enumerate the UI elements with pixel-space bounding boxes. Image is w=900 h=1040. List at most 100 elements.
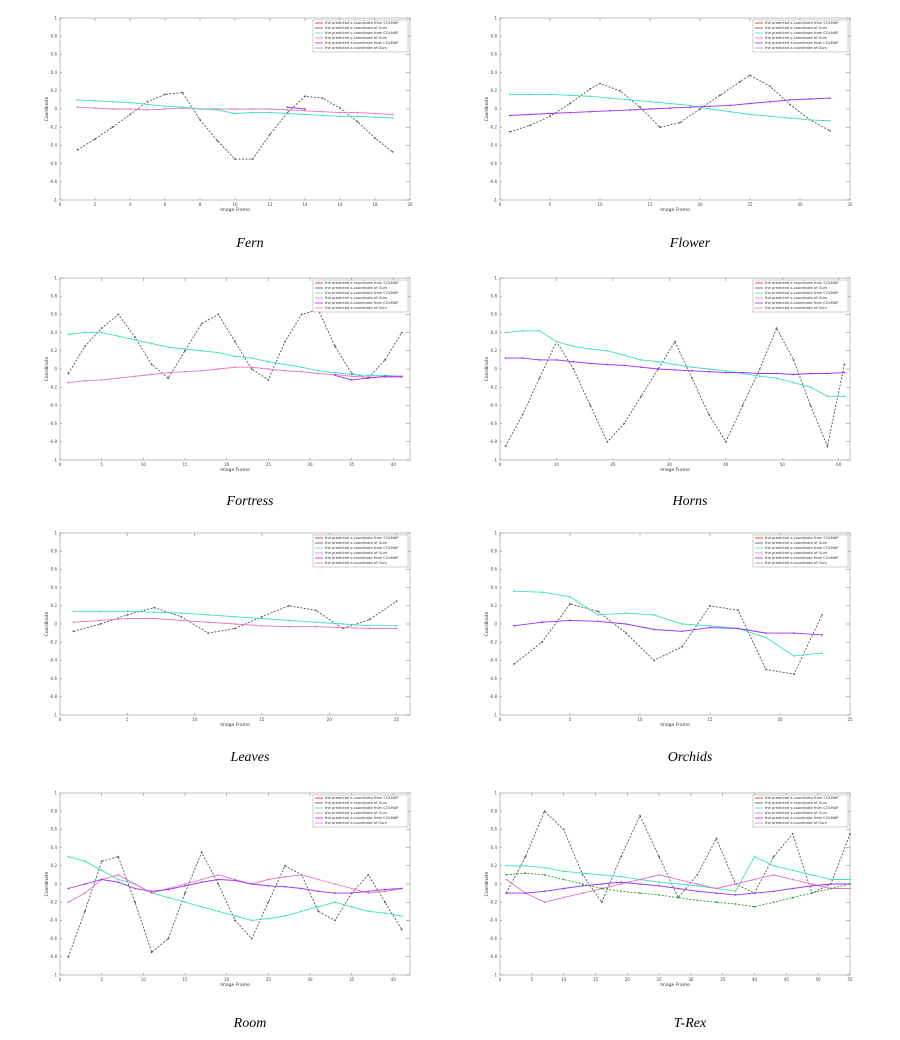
data-point [696,890,699,893]
legend-entry: the predicted x-coordinate of Ours [325,801,387,805]
data-point [549,112,551,115]
y-tick-label: -0.8 [489,954,497,959]
legend-entry: the predicted y-coordinate of Ours [765,36,827,40]
data-point [284,369,286,372]
x-tick-label: 0 [499,717,502,722]
data-point [304,113,306,116]
chart-caption: T-Rex [673,1016,707,1031]
data-point [581,872,584,874]
data-point [184,349,186,352]
y-tick-label: 0.8 [491,34,498,39]
data-point [150,890,153,893]
data-point [395,624,398,627]
data-point [524,855,527,858]
data-point [606,440,609,443]
y-tick-label: 0.4 [491,845,498,850]
data-point [589,404,592,407]
data-point [810,892,813,894]
data-point [134,336,136,339]
y-tick-label: -0.2 [489,385,497,390]
data-point [184,884,186,887]
data-point [769,85,771,88]
legend-entry: the predicted x-coordinate from COLMAP [765,536,839,540]
data-point [250,368,253,370]
data-point [287,619,290,622]
data-point [153,606,156,609]
data-point [699,108,701,110]
data-point [200,881,203,884]
series-line [506,872,851,908]
legend-entry: the predicted z-coordinate from COLMAP [325,301,399,305]
data-point [84,910,86,913]
y-tick-label: 1 [494,790,497,795]
y-tick-label: 1 [54,275,57,280]
x-axis-label: Image Frame [220,207,250,213]
legend-box [752,19,849,53]
x-tick-label: 0 [59,202,62,207]
y-tick-label: 0 [54,366,57,371]
data-point [653,628,655,631]
x-tick-label: 20 [697,202,703,207]
data-point [606,363,609,366]
data-point [146,109,149,111]
data-point [689,106,691,109]
chart-panel-flower: -1 -0.8 -0.6 -0.4 -0.2 0 0.2 0.4 0.6 0.8 1 0 5 10 15 20… [475,10,900,265]
data-point [356,111,359,114]
x-tick-label: 10 [232,202,238,207]
x-tick-label: 0 [59,717,62,722]
y-tick-label: -1 [53,712,57,717]
data-point [300,370,303,373]
data-point [269,111,271,114]
data-point [753,855,756,858]
series-line [506,856,850,892]
data-point [729,104,731,107]
x-tick-label: 30 [307,462,313,467]
data-point [849,833,851,835]
data-point [709,624,711,627]
data-point [538,329,541,332]
legend-entry: the predicted x-coordinate of Ours [325,286,387,290]
data-point [234,340,236,343]
data-point [321,110,324,113]
data-point [772,864,775,867]
data-point [216,109,219,111]
x-tick-label: 30 [307,977,313,982]
data-point [843,363,846,366]
data-point [217,368,220,370]
data-point [589,95,591,98]
data-point [384,888,386,891]
x-tick-label: 25 [266,977,272,982]
data-point [639,814,641,817]
y-tick-label: 1 [54,530,57,535]
y-tick-label: -0.4 [489,403,497,408]
data-point [549,93,551,96]
data-point [792,359,795,361]
data-point [658,874,660,876]
data-point [286,109,289,111]
data-point [789,103,791,106]
x-tick-label: 5 [569,717,572,722]
y-tick-label: -1 [493,712,497,717]
data-point [317,878,320,881]
data-point [569,111,571,114]
y-tick-label: 0.2 [51,603,58,608]
data-point [300,366,303,369]
data-point [217,351,220,354]
legend-entry: the predicted z-coordinate from COLMAP [765,301,839,305]
data-point [555,340,558,343]
data-point [67,955,70,958]
data-point [267,917,270,920]
y-tick-label: 1 [494,275,497,280]
data-point [572,360,575,363]
y-tick-label: 0 [54,621,57,626]
y-axis-label: Coordinate [484,611,490,636]
data-point [562,828,565,831]
data-point [150,951,153,954]
data-point [67,381,70,384]
data-point [350,887,353,890]
data-point [217,313,220,316]
chart-panel-fern: -1 -0.8 -0.6 -0.4 -0.2 0 0.2 0.4 0.6 0.8 1 0 2 4 6 8 10 1… [35,10,465,265]
y-tick-label: -0.8 [489,179,497,184]
legend-entry: the predicted y-coordinate from COLMAP [325,31,399,35]
x-tick-label: 2 [94,202,97,207]
